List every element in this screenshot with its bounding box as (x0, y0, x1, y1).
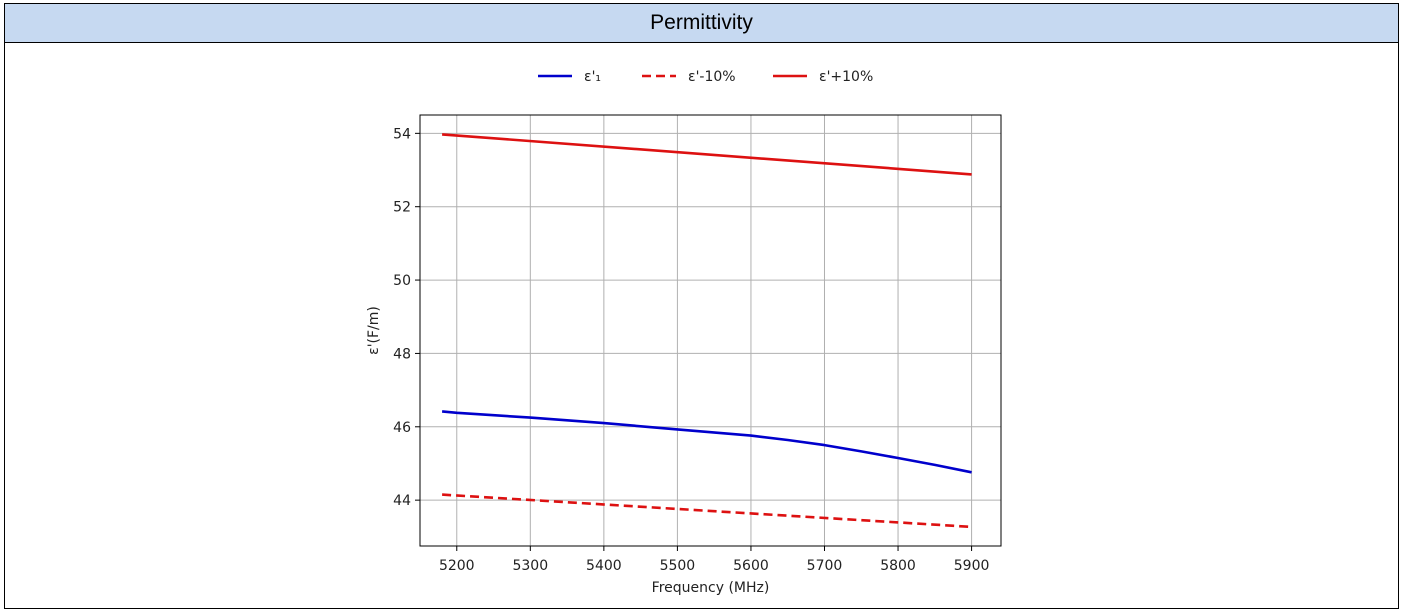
x-tick-label: 5900 (954, 558, 990, 574)
y-tick-label: 44 (393, 493, 411, 509)
series-line (441, 410, 972, 474)
x-tick-label: 5300 (512, 558, 548, 574)
legend-label: ε'-10% (688, 69, 736, 85)
y-tick-label: 50 (393, 273, 411, 289)
series-lines (441, 133, 972, 529)
x-axis-label: Frequency (MHz) (652, 580, 770, 596)
legend: ε'₁ ε'-10% ε'+10% (538, 69, 873, 85)
x-tick-label: 5800 (880, 558, 916, 574)
y-tick-label: 46 (393, 420, 411, 436)
panel-title: Permittivity (5, 4, 1398, 43)
x-tick-label: 5600 (733, 558, 769, 574)
y-tick-label: 54 (393, 126, 411, 142)
series-line (442, 493, 972, 529)
x-tick-label: 5200 (439, 558, 475, 574)
x-tick-label: 5700 (807, 558, 843, 574)
legend-label: ε'₁ (584, 69, 601, 85)
legend-label: ε'+10% (819, 69, 873, 85)
y-tick-label: 52 (393, 200, 411, 216)
grid-lines (420, 115, 1001, 546)
y-tick-label: 48 (393, 346, 411, 362)
axes-frame (419, 114, 1002, 547)
x-tick-label: 5400 (586, 558, 622, 574)
series-line (442, 133, 972, 176)
axis-ticks: 5200 5300 5400 5500 5600 5700 5800 5900 44 46 48 50… (393, 126, 989, 574)
y-axis-label: ε'(F/m) (366, 306, 382, 355)
permittivity-panel: Permittivity (4, 3, 1399, 609)
x-tick-label: 5500 (660, 558, 696, 574)
